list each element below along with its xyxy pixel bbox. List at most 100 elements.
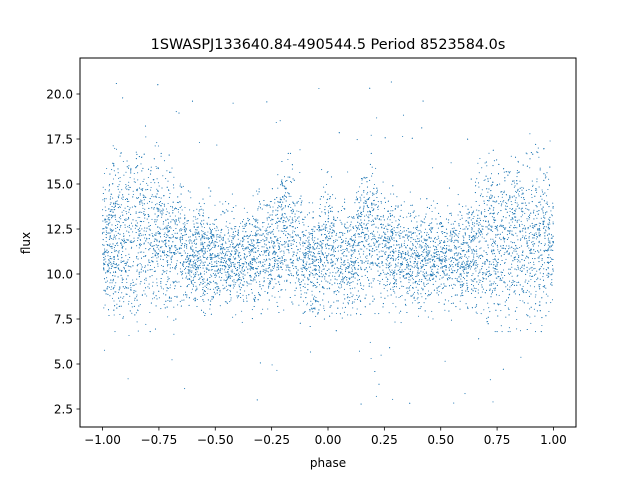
data-point	[114, 285, 116, 287]
data-point	[480, 193, 482, 195]
data-point	[515, 232, 517, 234]
data-point	[256, 190, 258, 192]
data-point	[331, 312, 333, 314]
data-point	[110, 288, 112, 290]
data-point	[105, 227, 107, 229]
data-point	[538, 284, 540, 286]
data-point	[432, 318, 434, 320]
data-point	[314, 307, 316, 309]
data-point	[361, 179, 363, 181]
data-point	[427, 274, 429, 276]
data-point	[312, 261, 314, 263]
data-point	[392, 398, 394, 400]
data-point	[493, 249, 495, 251]
data-point	[144, 208, 146, 210]
data-point	[158, 248, 160, 250]
data-point	[116, 220, 118, 222]
data-point	[466, 275, 469, 277]
data-point	[426, 283, 428, 285]
data-point	[127, 216, 130, 218]
data-point	[166, 211, 168, 213]
data-point	[442, 276, 444, 278]
data-point	[408, 268, 410, 270]
data-point	[311, 238, 313, 240]
data-point	[136, 296, 138, 298]
data-point	[265, 255, 267, 257]
data-point	[117, 188, 119, 190]
data-point	[105, 210, 107, 212]
data-point	[357, 279, 359, 281]
data-point	[160, 282, 162, 285]
data-point	[210, 248, 213, 250]
data-point	[247, 246, 249, 248]
data-point	[216, 227, 218, 229]
data-point	[133, 178, 135, 180]
data-point	[241, 321, 243, 323]
data-point	[472, 259, 474, 261]
data-point	[481, 272, 484, 274]
data-point	[532, 184, 534, 186]
data-point	[243, 227, 245, 229]
data-point	[412, 247, 414, 249]
data-point	[456, 229, 458, 231]
data-point	[172, 207, 174, 209]
data-point	[234, 258, 236, 261]
data-point	[417, 297, 419, 299]
data-point	[389, 219, 391, 221]
data-point	[545, 293, 547, 295]
data-point	[336, 279, 338, 281]
data-point	[198, 253, 200, 255]
data-point	[335, 234, 337, 236]
data-point	[437, 235, 439, 237]
data-point	[263, 221, 265, 224]
data-point	[179, 229, 181, 231]
data-point	[238, 279, 240, 281]
data-point	[462, 223, 464, 225]
data-point	[269, 246, 271, 248]
data-point	[406, 216, 408, 218]
data-point	[103, 231, 105, 233]
data-point	[474, 238, 476, 240]
data-point	[295, 267, 297, 270]
data-point	[359, 299, 361, 301]
data-point	[540, 266, 542, 268]
data-point	[186, 296, 188, 298]
data-point	[528, 218, 530, 220]
data-point	[377, 208, 379, 210]
data-point	[453, 254, 455, 256]
data-point	[461, 261, 463, 263]
data-point	[350, 264, 352, 266]
data-point	[510, 285, 512, 287]
data-point	[156, 285, 158, 287]
data-point	[252, 218, 255, 220]
data-point	[313, 308, 315, 310]
data-point	[409, 279, 411, 281]
data-point	[318, 225, 320, 227]
data-point	[269, 204, 271, 206]
data-point	[446, 238, 448, 240]
data-point	[484, 179, 486, 181]
data-point	[521, 236, 523, 239]
data-point	[451, 296, 453, 298]
data-point	[217, 261, 220, 263]
data-point	[292, 219, 294, 221]
data-point	[272, 206, 274, 208]
data-point	[493, 201, 495, 203]
data-point	[349, 284, 351, 287]
data-point	[420, 236, 422, 238]
data-point	[211, 228, 214, 230]
data-point	[136, 245, 138, 247]
data-point	[167, 316, 169, 318]
data-point	[240, 287, 242, 289]
data-point	[510, 201, 512, 203]
data-point	[156, 232, 158, 234]
data-point	[249, 253, 252, 255]
data-point	[313, 276, 315, 278]
data-point	[115, 219, 117, 221]
data-point	[525, 237, 528, 240]
data-point	[529, 167, 531, 169]
data-point	[246, 255, 248, 257]
data-point	[126, 239, 128, 241]
data-point	[109, 246, 112, 248]
data-point	[184, 217, 186, 219]
